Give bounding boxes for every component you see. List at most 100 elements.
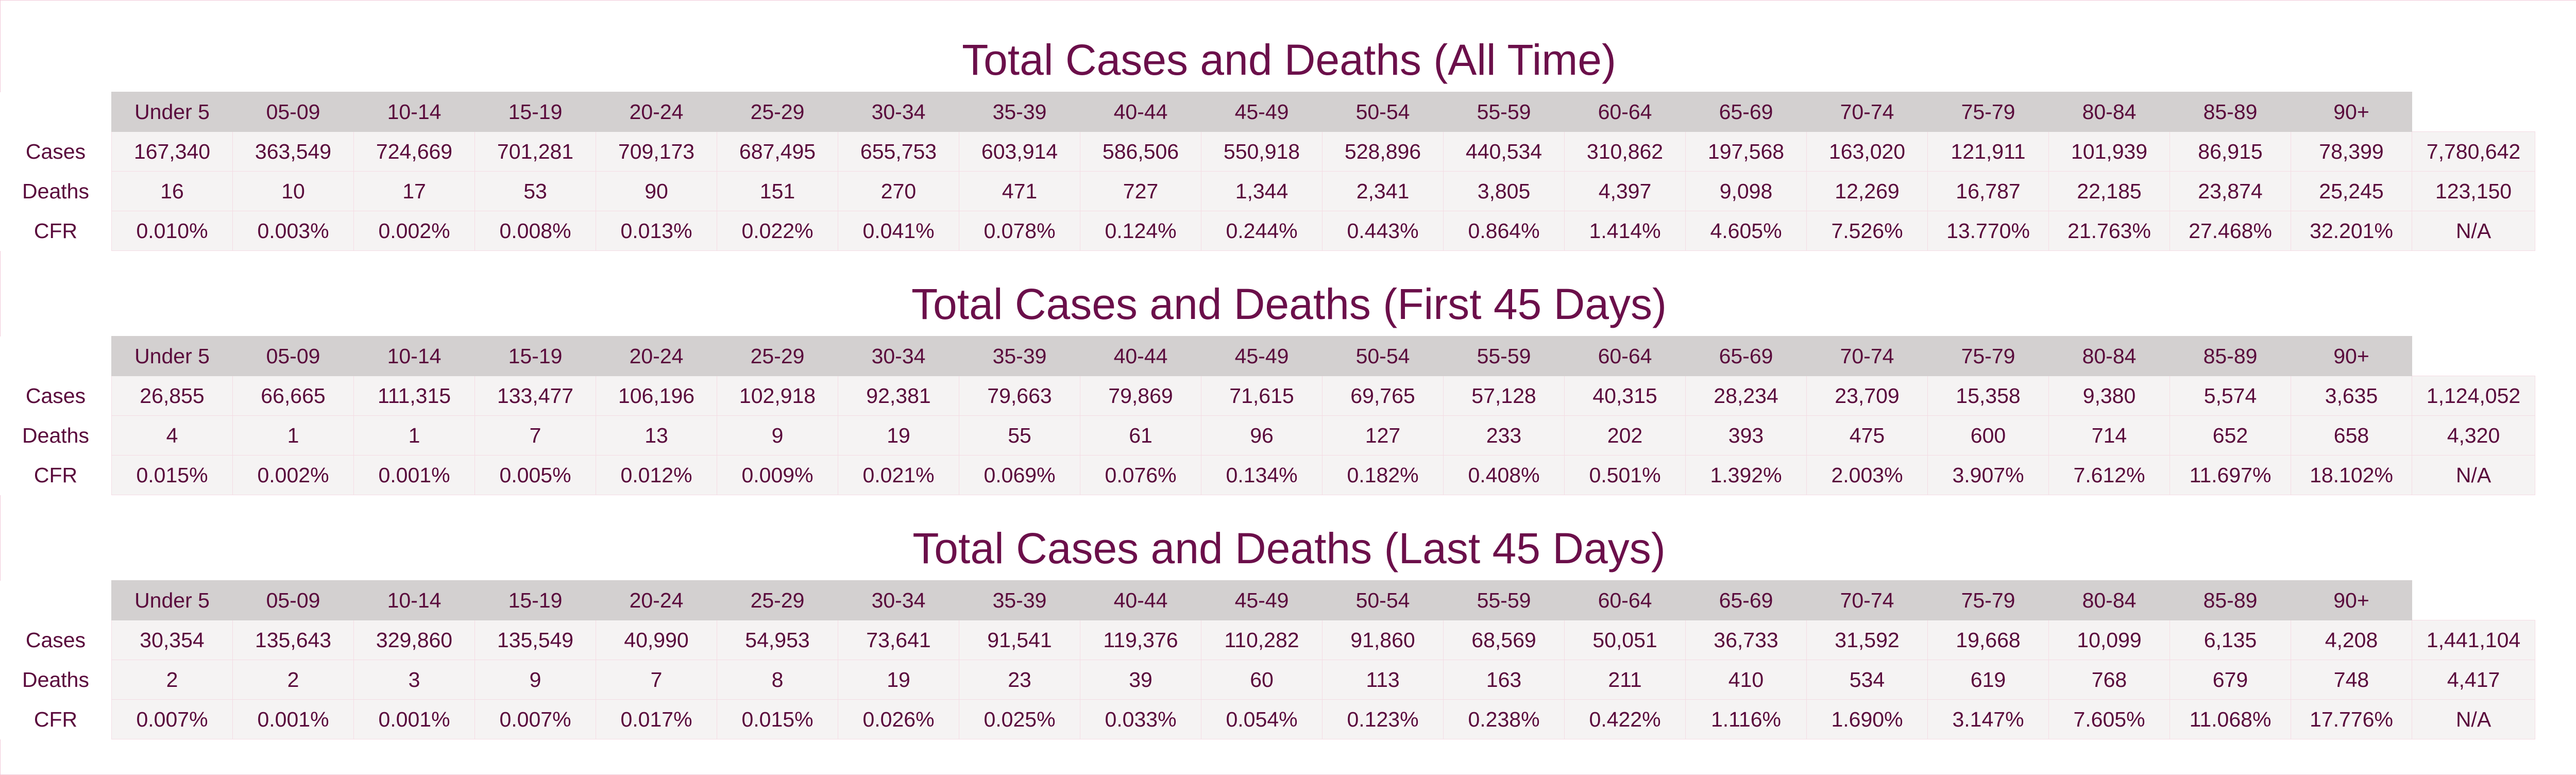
cfr-cell: 0.244% (1201, 211, 1323, 251)
cases-cell: 4,208 (2291, 620, 2412, 660)
header-total-column (2412, 92, 2535, 132)
cfr-cell: 18.102% (2291, 455, 2412, 495)
deaths-cell: 679 (2170, 660, 2291, 700)
column-header: 05-09 (232, 580, 354, 620)
deaths-cell: 127 (1322, 415, 1444, 456)
cfr-cell: 0.134% (1201, 455, 1323, 495)
deaths-cell: 7 (596, 660, 717, 700)
deaths-cell: 113 (1322, 660, 1444, 700)
column-header: 35-39 (959, 92, 1080, 132)
cfr-cell: 4.605% (1685, 211, 1807, 251)
deaths-cell: 393 (1685, 415, 1807, 456)
deaths-cell: 534 (1806, 660, 1928, 700)
deaths-row: Deaths 4 1 1 7 13 9 19 55 61 96 127 233 202 393 475 600 7… (0, 415, 2535, 456)
cfr-cell: 0.422% (1564, 699, 1686, 739)
deaths-cell: 16,787 (1927, 171, 2049, 211)
column-header: 35-39 (959, 336, 1080, 376)
cases-cell: 50,051 (1564, 620, 1686, 660)
cfr-cell: 0.238% (1443, 699, 1565, 739)
column-header: 40-44 (1080, 336, 1201, 376)
column-header: 70-74 (1806, 336, 1928, 376)
deaths-cell: 1,344 (1201, 171, 1323, 211)
column-header: 85-89 (2170, 92, 2291, 132)
deaths-cell: 4 (111, 415, 233, 456)
column-header: 10-14 (353, 580, 475, 620)
deaths-cell: 619 (1927, 660, 2049, 700)
column-header: 70-74 (1806, 92, 1928, 132)
cases-cell: 15,358 (1927, 376, 2049, 416)
cfr-cell: 0.069% (959, 455, 1080, 495)
cfr-cell: 11.068% (2170, 699, 2291, 739)
deaths-cell: 10 (232, 171, 354, 211)
deaths-cell: 19 (838, 415, 959, 456)
cases-cell: 167,340 (111, 131, 233, 172)
deaths-cell: 55 (959, 415, 1080, 456)
cfr-cell: 0.443% (1322, 211, 1444, 251)
column-header: 05-09 (232, 336, 354, 376)
cfr-cell: 0.033% (1080, 699, 1201, 739)
cases-cell: 68,569 (1443, 620, 1565, 660)
row-label: Deaths (0, 415, 112, 456)
cases-row: Cases 167,340 363,549 724,669 701,281 709,173… (0, 131, 2535, 172)
cfr-cell: 0.041% (838, 211, 959, 251)
column-header: 65-69 (1685, 336, 1807, 376)
cfr-cell: 13.770% (1927, 211, 2049, 251)
column-header: 10-14 (353, 336, 475, 376)
column-header: 20-24 (596, 580, 717, 620)
cfr-cell: 21.763% (2048, 211, 2170, 251)
header-row: Under 5 05-09 10-14 15-19 20-24 25-29 30-34 35-… (0, 92, 2535, 132)
column-header: 10-14 (353, 92, 475, 132)
column-header: 90+ (2291, 580, 2412, 620)
deaths-cell: 4,397 (1564, 171, 1686, 211)
cases-cell: 30,354 (111, 620, 233, 660)
column-header: 55-59 (1443, 92, 1565, 132)
cfr-total-cell: N/A (2412, 455, 2535, 495)
cfr-cell: 0.408% (1443, 455, 1565, 495)
cfr-cell: 0.001% (353, 455, 475, 495)
cfr-cell: 11.697% (2170, 455, 2291, 495)
cfr-cell: 1.414% (1564, 211, 1686, 251)
cfr-cell: 0.021% (838, 455, 959, 495)
cases-cell: 79,869 (1080, 376, 1201, 416)
row-label: Deaths (0, 660, 112, 700)
cases-total-cell: 1,441,104 (2412, 620, 2535, 660)
cases-cell: 121,911 (1927, 131, 2049, 172)
deaths-cell: 748 (2291, 660, 2412, 700)
cases-cell: 23,709 (1806, 376, 1928, 416)
cfr-cell: 2.003% (1806, 455, 1928, 495)
row-label: Deaths (0, 171, 112, 211)
cfr-cell: 0.012% (596, 455, 717, 495)
cfr-cell: 0.013% (596, 211, 717, 251)
column-header: Under 5 (111, 336, 233, 376)
cfr-cell: 0.015% (717, 699, 838, 739)
age-group-table: Under 5 05-09 10-14 15-19 20-24 25-29 30-34 35-… (0, 92, 2535, 251)
cfr-cell: 0.002% (232, 455, 354, 495)
header-total-column (2412, 580, 2535, 620)
cases-cell: 724,669 (353, 131, 475, 172)
cfr-cell: 0.123% (1322, 699, 1444, 739)
cases-cell: 91,860 (1322, 620, 1444, 660)
column-header: 35-39 (959, 580, 1080, 620)
deaths-cell: 270 (838, 171, 959, 211)
cfr-cell: 0.015% (111, 455, 233, 495)
column-header: Under 5 (111, 580, 233, 620)
row-label: CFR (0, 211, 112, 251)
cases-cell: 135,643 (232, 620, 354, 660)
deaths-cell: 16 (111, 171, 233, 211)
column-header: 75-79 (1927, 92, 2049, 132)
cfr-cell: 1.690% (1806, 699, 1928, 739)
cases-cell: 363,549 (232, 131, 354, 172)
table-title: Total Cases and Deaths (First 45 Days) (911, 280, 1667, 328)
cases-cell: 701,281 (474, 131, 596, 172)
column-header: 75-79 (1927, 580, 2049, 620)
cases-cell: 163,020 (1806, 131, 1928, 172)
deaths-cell: 8 (717, 660, 838, 700)
deaths-cell: 658 (2291, 415, 2412, 456)
column-header: 85-89 (2170, 580, 2291, 620)
cfr-cell: 3.907% (1927, 455, 2049, 495)
row-label: CFR (0, 455, 112, 495)
column-header: 80-84 (2048, 92, 2170, 132)
deaths-cell: 151 (717, 171, 838, 211)
deaths-cell: 13 (596, 415, 717, 456)
deaths-cell: 475 (1806, 415, 1928, 456)
